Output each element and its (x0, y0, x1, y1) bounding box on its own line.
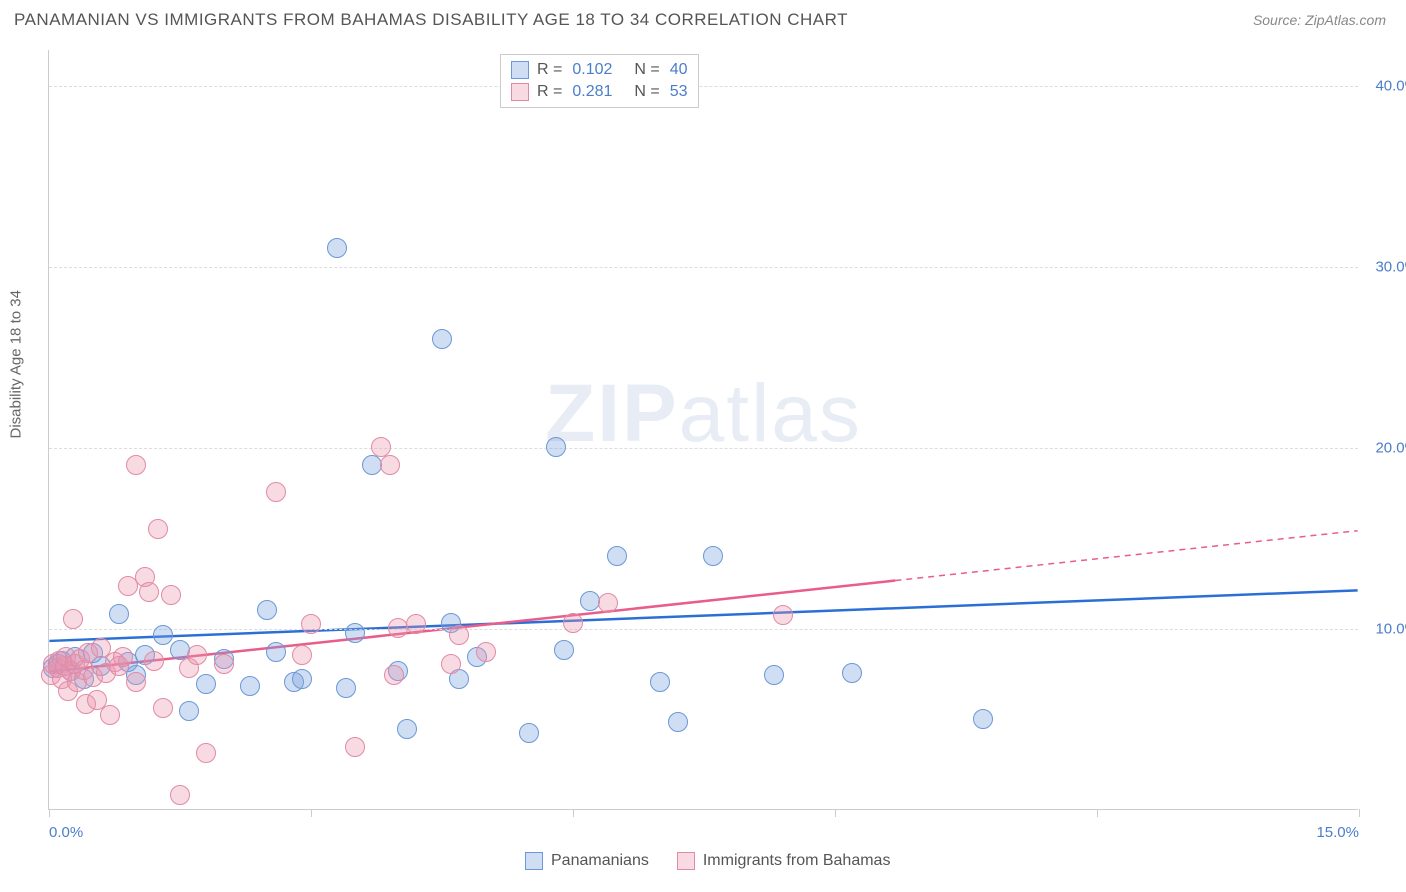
data-point (668, 712, 688, 732)
y-tick-label: 40.0% (1375, 78, 1406, 95)
data-point (476, 642, 496, 662)
data-point (554, 640, 574, 660)
data-point (126, 455, 146, 475)
data-point (773, 605, 793, 625)
gridline (49, 629, 1358, 630)
x-tick-label: 0.0% (49, 824, 83, 841)
x-tick (573, 809, 574, 817)
data-point (148, 519, 168, 539)
data-point (292, 645, 312, 665)
legend-swatch (525, 852, 543, 870)
data-point (266, 642, 286, 662)
legend-n-value: 40 (670, 61, 688, 79)
data-point (336, 678, 356, 698)
source-label: Source: ZipAtlas.com (1253, 12, 1386, 28)
legend-series-name: Panamanians (551, 852, 649, 870)
data-point (144, 651, 164, 671)
y-axis-title: Disability Age 18 to 34 (8, 290, 25, 438)
correlation-legend: R = 0.102 N = 40 R = 0.281 N = 53 (500, 54, 699, 108)
data-point (384, 665, 404, 685)
legend-swatch (511, 61, 529, 79)
data-point (126, 672, 146, 692)
scatter-chart: ZIPatlas 10.0%20.0%30.0%40.0%0.0%15.0% (48, 50, 1358, 810)
data-point (397, 719, 417, 739)
data-point (187, 645, 207, 665)
data-point (607, 546, 627, 566)
gridline (49, 267, 1358, 268)
data-point (257, 600, 277, 620)
trend-line-solid (49, 590, 1357, 641)
data-point (441, 654, 461, 674)
y-tick-label: 10.0% (1375, 621, 1406, 638)
data-point (113, 647, 133, 667)
data-point (546, 437, 566, 457)
legend-n-value: 53 (670, 83, 688, 101)
data-point (109, 604, 129, 624)
data-point (345, 623, 365, 643)
data-point (161, 585, 181, 605)
data-point (703, 546, 723, 566)
data-point (380, 455, 400, 475)
x-tick (1097, 809, 1098, 817)
legend-swatch (511, 83, 529, 101)
legend-item: Immigrants from Bahamas (677, 852, 891, 870)
legend-row: R = 0.102 N = 40 (511, 59, 688, 81)
x-tick (835, 809, 836, 817)
y-tick-label: 30.0% (1375, 259, 1406, 276)
data-point (563, 613, 583, 633)
x-tick (49, 809, 50, 817)
data-point (301, 614, 321, 634)
data-point (292, 669, 312, 689)
x-tick (311, 809, 312, 817)
data-point (449, 625, 469, 645)
data-point (764, 665, 784, 685)
trend-line-dashed (895, 531, 1357, 581)
chart-title: PANAMANIAN VS IMMIGRANTS FROM BAHAMAS DI… (14, 10, 848, 30)
legend-n-label: N = (634, 83, 659, 101)
x-tick-label: 15.0% (1316, 824, 1359, 841)
gridline (49, 448, 1358, 449)
data-point (345, 737, 365, 757)
legend-r-label: R = (537, 83, 562, 101)
legend-row: R = 0.281 N = 53 (511, 81, 688, 103)
x-tick (1359, 809, 1360, 817)
series-legend: Panamanians Immigrants from Bahamas (525, 852, 890, 870)
data-point (371, 437, 391, 457)
legend-r-value: 0.281 (572, 83, 612, 101)
y-tick-label: 20.0% (1375, 440, 1406, 457)
legend-n-label: N = (634, 61, 659, 79)
data-point (153, 698, 173, 718)
legend-swatch (677, 852, 695, 870)
legend-item: Panamanians (525, 852, 649, 870)
data-point (240, 676, 260, 696)
data-point (842, 663, 862, 683)
data-point (196, 674, 216, 694)
data-point (266, 482, 286, 502)
data-point (519, 723, 539, 743)
data-point (214, 654, 234, 674)
data-point (973, 709, 993, 729)
data-point (170, 785, 190, 805)
data-point (179, 701, 199, 721)
data-point (139, 582, 159, 602)
data-point (650, 672, 670, 692)
legend-r-value: 0.102 (572, 61, 612, 79)
data-point (196, 743, 216, 763)
data-point (327, 238, 347, 258)
data-point (406, 614, 426, 634)
data-point (153, 625, 173, 645)
data-point (598, 593, 618, 613)
legend-r-label: R = (537, 61, 562, 79)
gridline (49, 86, 1358, 87)
legend-series-name: Immigrants from Bahamas (703, 852, 891, 870)
data-point (63, 609, 83, 629)
data-point (100, 705, 120, 725)
data-point (432, 329, 452, 349)
